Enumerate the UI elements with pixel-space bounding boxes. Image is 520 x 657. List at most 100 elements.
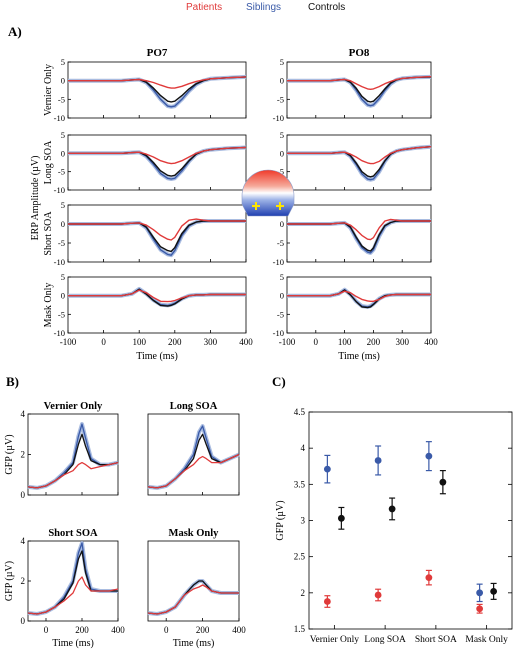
panel-b-title-mask-only: Mask Only <box>169 528 220 539</box>
panel-a-mask-only-po8-ytick-label: -5 <box>277 309 284 319</box>
panel-b-title-long-soa: Long SOA <box>170 401 218 412</box>
panel-a-xtick-label: 0 <box>101 337 106 347</box>
panel-a-xtick-label: 100 <box>338 337 352 347</box>
panel-a-xtick-label: 300 <box>204 337 218 347</box>
panel-a-short-soa-po7-axes <box>67 204 247 263</box>
panel-a-short-soa-po7-siblings-band <box>68 219 246 258</box>
legend-patients: Patients <box>186 2 223 13</box>
scalp-topography-icon <box>241 169 295 217</box>
panel-a-short-soa-po7-ytick-label: 0 <box>61 219 65 229</box>
panel-a-mask-only-po8-patients-line <box>287 290 431 302</box>
panel-label-a: A) <box>8 24 22 39</box>
panel-b-short-soa-ytick-label: 4 <box>21 536 26 546</box>
panel-a-mask-only-po7-ytick-label: 5 <box>61 272 65 282</box>
panel-c-controls-long-soa-point <box>388 505 396 513</box>
panel-a-long-soa-po7-siblings-band <box>68 145 247 181</box>
row-label-mask-only: Mask Only <box>43 283 54 328</box>
panel-b-short-soa-controls-line <box>27 550 118 615</box>
panel-b-title-short-soa: Short SOA <box>48 528 98 539</box>
panel-b-vernier-only-siblings-band <box>27 422 119 490</box>
panel-a-vernier-only-po8-axes <box>286 61 432 119</box>
panel-b-vernier-only-ytick-label: 4 <box>21 409 26 419</box>
panel-b-mask-only-controls-line <box>147 580 239 615</box>
panel-a-vernier-only-po8-ytick-label: 0 <box>280 76 284 86</box>
panel-a-xlabel: Time (ms) <box>338 351 380 362</box>
panel-a-long-soa-po8-siblings-band <box>287 144 432 182</box>
legend-siblings: Siblings <box>246 2 282 13</box>
panel-b-short-soa-ytick-label: 2 <box>21 576 26 586</box>
panel-a-long-soa-po7-ytick-label: -5 <box>58 167 65 177</box>
panel-b-short-soa-xtick-label: 400 <box>111 625 125 635</box>
panel-a-xtick-label: 400 <box>424 337 438 347</box>
panel-b-mask-only-xtick-label: 0 <box>164 625 169 635</box>
panel-a-long-soa-po8-ytick-label: 0 <box>280 148 284 158</box>
panel-a-long-soa-po7-patients-line <box>68 146 247 165</box>
panel-c-patients-vernier-only-point <box>323 598 331 605</box>
panel-a-short-soa-po7-siblings-line <box>68 220 246 256</box>
panel-a-short-soa-po8-ytick-label: -10 <box>273 257 284 267</box>
row-label-long-soa: Long SOA <box>43 140 54 184</box>
panel-b-mask-only-axes <box>147 540 240 622</box>
panel-a-mask-only-po8-axes <box>286 276 432 334</box>
panel-a-vernier-only-po7-ytick-label: -5 <box>58 94 65 104</box>
panel-a-vernier-only-po8-ytick-label: -5 <box>277 94 284 104</box>
panel-a-xtick-label: 200 <box>367 337 381 347</box>
panel-c-xtick-label-short-soa: Short SOA <box>415 635 457 645</box>
panel-c-ytick-label: 2 <box>301 588 306 598</box>
panel-a-mask-only-po8-ytick-label: 0 <box>280 291 284 301</box>
panel-label-c: C) <box>272 374 286 389</box>
panel-b-short-soa-xlabel: Time (ms) <box>52 638 94 649</box>
panel-a-mask-only-po7-axes <box>67 276 247 334</box>
panel-a-short-soa-po8-siblings-band <box>287 219 431 255</box>
panel-a-vernier-only-po7-axes <box>67 61 247 119</box>
panel-b-long-soa-patients-line <box>147 453 240 489</box>
panel-b-short-soa-patients-line <box>27 576 119 615</box>
panel-c-ytick-label: 4 <box>301 443 306 453</box>
panel-c-controls-vernier-only-point <box>337 514 345 522</box>
panel-c-ytick-label: 3.5 <box>294 479 306 489</box>
panel-a-vernier-only-po7-patients-line <box>68 76 247 89</box>
panel-b-mask-only-xlabel: Time (ms) <box>173 638 215 649</box>
panel-c-patients-mask-only-point <box>476 605 484 613</box>
panel-a-long-soa-po8-ytick-label: -5 <box>277 167 284 177</box>
panel-a-short-soa-po7-ytick-label: -10 <box>54 257 65 267</box>
panel-b-title-vernier-only: Vernier Only <box>44 401 103 412</box>
panel-a-xlabel: Time (ms) <box>136 351 178 362</box>
row-label-short-soa: Short SOA <box>43 211 54 256</box>
row-label-vernier-only: Vernier Only <box>43 64 54 116</box>
panel-c-ytick-label: 1.5 <box>294 624 306 634</box>
panel-b-short-soa-ytick-label: 0 <box>21 616 26 626</box>
panel-b-mask-only-xtick-label: 200 <box>196 625 210 635</box>
panel-a-mask-only-po8-ytick-label: 5 <box>280 272 284 282</box>
panel-c-xtick-label-mask-only: Mask Only <box>465 635 508 645</box>
panel-a-xtick-label: 400 <box>239 337 253 347</box>
panel-a-xtick-label: -100 <box>279 337 296 347</box>
panel-a-long-soa-po8-patients-line <box>287 146 432 165</box>
panel-c-patients-short-soa-point <box>425 574 433 582</box>
panel-b-mask-only-patients-line <box>147 584 239 615</box>
panel-a-vernier-only-po7-ytick-label: -10 <box>54 113 65 123</box>
panel-b-vernier-only-ytick-label: 2 <box>21 450 26 460</box>
panel-c-controls-mask-only-point <box>490 587 498 595</box>
panel-c-xtick-label-long-soa: Long SOA <box>364 635 406 645</box>
panel-a-vernier-only-po7-ytick-label: 0 <box>61 76 65 86</box>
panel-c-siblings-mask-only-point <box>476 589 484 597</box>
panel-c-ytick-label: 3 <box>301 516 306 526</box>
panel-a-vernier-only-po7-ytick-label: 5 <box>61 57 65 67</box>
panel-c-ylabel: GFP (µV) <box>275 500 286 540</box>
panel-c-ytick-label: 4.5 <box>294 407 306 417</box>
panel-c-xtick-label-vernier-only: Vernier Only <box>310 635 360 645</box>
panel-a-mask-only-po7-ytick-label: -5 <box>58 309 65 319</box>
panel-b-ylabel-top: GFP (µV) <box>4 434 15 474</box>
panel-c-siblings-short-soa-point <box>425 452 433 460</box>
panel-label-b: B) <box>6 374 19 389</box>
legend-controls: Controls <box>308 2 346 13</box>
panel-a-mask-only-po7-patients-line <box>68 289 246 303</box>
column-title-po8: PO8 <box>349 47 370 59</box>
panel-a-ylabel: ERP Amplitude (µV) <box>30 156 41 241</box>
panel-a-long-soa-po7-ytick-label: 5 <box>61 130 65 140</box>
panel-a-short-soa-po8-patients-line <box>287 218 431 241</box>
panel-b-vernier-only-ytick-label: 0 <box>21 490 26 500</box>
panel-b-short-soa-siblings-line <box>27 542 118 615</box>
